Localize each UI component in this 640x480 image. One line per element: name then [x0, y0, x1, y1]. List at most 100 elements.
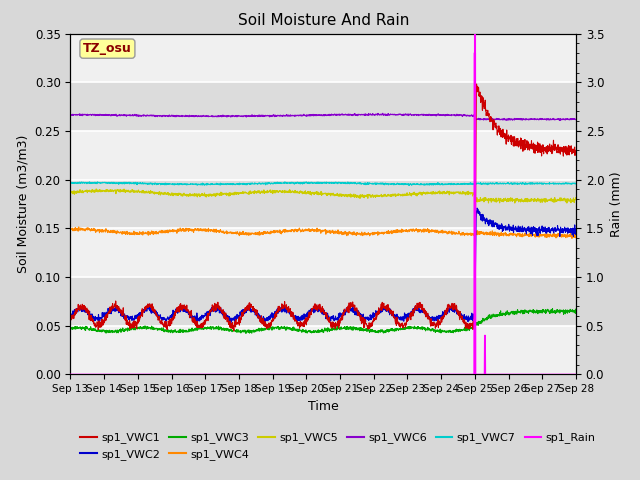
sp1_VWC3 [572, 310, 580, 316]
sp1_VWC3 [548, 306, 556, 312]
Line: sp1_VWC2: sp1_VWC2 [70, 208, 576, 323]
sp1_VWC5 [93, 188, 100, 194]
sp1_VWC1 [67, 317, 74, 323]
sp1_Rain [572, 372, 580, 377]
sp1_VWC4 [557, 234, 565, 240]
sp1_VWC4 [568, 236, 576, 241]
sp1_VWC1 [473, 81, 481, 87]
sp1_VWC7 [558, 181, 566, 187]
sp1_VWC3 [313, 330, 321, 336]
sp1_VWC2 [557, 229, 565, 235]
Line: sp1_VWC6: sp1_VWC6 [70, 113, 576, 120]
Bar [70, 82, 576, 131]
sp1_VWC7 [572, 181, 580, 187]
Line: sp1_VWC5: sp1_VWC5 [70, 189, 576, 203]
sp1_VWC4 [75, 224, 83, 230]
sp1_VWC1 [465, 323, 472, 329]
sp1_VWC5 [558, 196, 566, 202]
sp1_VWC6 [312, 113, 320, 119]
sp1_VWC2 [313, 306, 321, 312]
sp1_VWC3 [300, 328, 307, 334]
sp1_VWC4 [93, 228, 100, 234]
sp1_VWC3 [92, 328, 100, 334]
Bar [70, 34, 576, 82]
sp1_VWC7 [299, 180, 307, 186]
sp1_VWC1 [313, 305, 321, 311]
sp1_VWC5 [300, 190, 307, 196]
Line: sp1_VWC3: sp1_VWC3 [70, 309, 576, 334]
Bar [70, 180, 576, 228]
Line: sp1_VWC4: sp1_VWC4 [70, 227, 576, 239]
sp1_VWC1 [557, 147, 565, 153]
sp1_Rain [557, 372, 565, 377]
sp1_Rain [312, 372, 320, 377]
sp1_VWC7 [465, 181, 473, 187]
X-axis label: Time: Time [308, 400, 339, 413]
sp1_VWC3 [67, 325, 74, 331]
sp1_VWC7 [302, 179, 310, 185]
sp1_VWC5 [67, 189, 74, 194]
sp1_VWC4 [67, 227, 74, 232]
sp1_VWC4 [300, 228, 307, 234]
sp1_VWC1 [572, 147, 580, 153]
sp1_VWC3 [558, 308, 566, 314]
sp1_VWC5 [557, 198, 565, 204]
Bar [70, 228, 576, 277]
Y-axis label: Soil Moisture (m3/m3): Soil Moisture (m3/m3) [16, 135, 29, 273]
sp1_Rain [465, 372, 472, 377]
sp1_VWC6 [92, 112, 100, 118]
Y-axis label: Rain (mm): Rain (mm) [610, 171, 623, 237]
sp1_VWC2 [92, 316, 100, 322]
sp1_VWC4 [572, 232, 580, 238]
sp1_VWC2 [465, 316, 472, 322]
sp1_VWC6 [558, 117, 566, 122]
sp1_VWC2 [67, 315, 74, 321]
sp1_VWC5 [313, 191, 321, 196]
Title: Soil Moisture And Rain: Soil Moisture And Rain [237, 13, 409, 28]
sp1_VWC3 [557, 308, 565, 313]
sp1_VWC6 [556, 118, 563, 123]
sp1_VWC5 [511, 200, 518, 206]
Bar [70, 131, 576, 180]
sp1_Rain [67, 372, 74, 377]
sp1_VWC7 [92, 180, 100, 186]
sp1_VWC5 [572, 195, 580, 201]
sp1_VWC4 [313, 228, 321, 233]
sp1_VWC6 [465, 113, 472, 119]
sp1_VWC1 [230, 328, 237, 334]
sp1_Rain [557, 372, 565, 377]
Line: sp1_VWC7: sp1_VWC7 [70, 182, 576, 185]
sp1_VWC7 [313, 180, 321, 185]
sp1_VWC1 [558, 147, 566, 153]
Text: TZ_osu: TZ_osu [83, 42, 132, 55]
sp1_VWC2 [558, 227, 566, 232]
Line: sp1_Rain: sp1_Rain [70, 53, 576, 374]
sp1_VWC2 [473, 205, 481, 211]
sp1_Rain [299, 372, 307, 377]
Line: sp1_VWC1: sp1_VWC1 [70, 84, 576, 331]
sp1_VWC4 [557, 231, 565, 237]
Bar [70, 277, 576, 326]
sp1_VWC7 [406, 182, 413, 188]
sp1_VWC5 [465, 190, 472, 196]
sp1_Rain [92, 372, 100, 377]
sp1_VWC2 [300, 314, 307, 320]
sp1_Rain [470, 50, 478, 56]
Bar [70, 326, 576, 374]
sp1_VWC1 [300, 320, 307, 325]
sp1_VWC2 [572, 228, 580, 233]
sp1_VWC4 [465, 232, 472, 238]
sp1_VWC2 [227, 320, 235, 325]
sp1_VWC3 [465, 324, 472, 330]
sp1_VWC3 [242, 331, 250, 336]
sp1_VWC6 [379, 110, 387, 116]
sp1_VWC1 [92, 323, 100, 328]
sp1_VWC6 [557, 117, 565, 123]
sp1_VWC7 [557, 181, 565, 187]
sp1_VWC6 [299, 112, 307, 118]
sp1_VWC6 [572, 117, 580, 122]
sp1_VWC5 [92, 186, 100, 192]
sp1_VWC7 [67, 180, 74, 186]
sp1_VWC6 [67, 112, 74, 118]
Legend: sp1_VWC1, sp1_VWC2, sp1_VWC3, sp1_VWC4, sp1_VWC5, sp1_VWC6, sp1_VWC7, sp1_Rain: sp1_VWC1, sp1_VWC2, sp1_VWC3, sp1_VWC4, … [76, 428, 600, 464]
